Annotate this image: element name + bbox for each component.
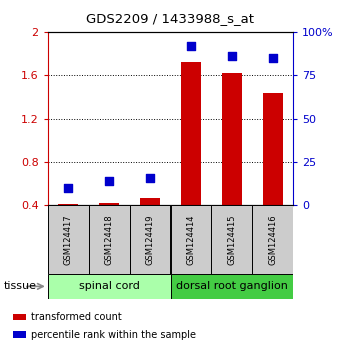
Text: GSM124417: GSM124417 <box>64 215 73 265</box>
Text: GDS2209 / 1433988_s_at: GDS2209 / 1433988_s_at <box>87 12 254 25</box>
Bar <box>48 205 89 274</box>
Point <box>188 43 194 48</box>
Text: GSM124415: GSM124415 <box>227 215 236 265</box>
Text: percentile rank within the sample: percentile rank within the sample <box>31 330 196 339</box>
Bar <box>252 205 293 274</box>
Bar <box>48 274 170 299</box>
Text: GSM124416: GSM124416 <box>268 215 277 265</box>
Bar <box>170 205 211 274</box>
Text: dorsal root ganglion: dorsal root ganglion <box>176 281 288 291</box>
Bar <box>170 274 293 299</box>
Point <box>106 178 112 184</box>
Bar <box>99 203 119 205</box>
Text: GSM124418: GSM124418 <box>105 215 114 265</box>
Text: spinal cord: spinal cord <box>79 281 139 291</box>
Bar <box>13 331 27 338</box>
Text: transformed count: transformed count <box>31 312 122 322</box>
Point <box>229 53 235 59</box>
Bar <box>181 62 201 205</box>
Bar <box>89 205 130 274</box>
Bar <box>58 204 78 205</box>
Bar <box>130 205 170 274</box>
Bar <box>140 198 160 205</box>
Point <box>147 175 153 181</box>
Bar <box>263 93 283 205</box>
Text: GSM124419: GSM124419 <box>146 215 154 265</box>
Bar <box>211 205 252 274</box>
Text: tissue: tissue <box>3 281 36 291</box>
Bar <box>13 314 27 320</box>
Text: GSM124414: GSM124414 <box>187 215 195 265</box>
Point <box>65 185 71 191</box>
Point <box>270 55 276 61</box>
Bar <box>222 73 242 205</box>
